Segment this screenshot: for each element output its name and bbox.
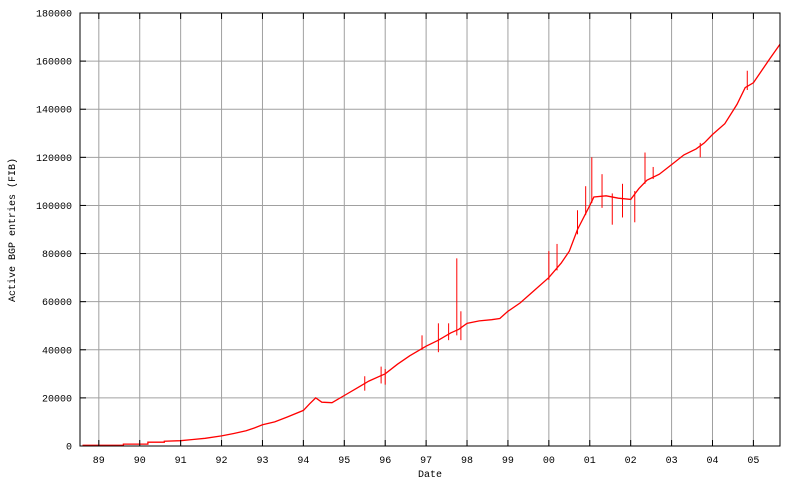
y-tick-label: 20000 [42, 394, 72, 405]
y-tick-label: 160000 [36, 58, 72, 69]
y-tick-label: 120000 [36, 154, 72, 165]
grid [80, 13, 780, 446]
x-tick-label: 90 [134, 456, 146, 467]
x-tick-label: 91 [175, 456, 187, 467]
y-tick-label: 140000 [36, 106, 72, 117]
y-tick-label: 180000 [36, 10, 72, 21]
x-axis-label: Date [418, 470, 442, 480]
ticks: 0 20000 40000 60000 80000 100000 120000 140000 1… [36, 10, 780, 467]
x-tick-label: 98 [461, 456, 473, 467]
x-tick-label: 94 [297, 456, 309, 467]
x-tick-label: 96 [379, 456, 391, 467]
y-tick-label: 80000 [42, 250, 72, 261]
x-tick-label: 00 [543, 456, 555, 467]
y-tick-label: 60000 [42, 298, 72, 309]
series-line [82, 43, 781, 446]
x-tick-label: 97 [420, 456, 432, 467]
x-tick-label: 95 [338, 456, 350, 467]
x-tick-label: 04 [706, 456, 718, 467]
x-tick-label: 01 [584, 456, 596, 467]
plot-frame [79, 12, 781, 447]
x-tick-label: 93 [256, 456, 268, 467]
x-tick-label: 99 [502, 456, 514, 467]
x-tick-label: 03 [666, 456, 678, 467]
y-tick-label: 0 [66, 443, 72, 454]
x-tick-label: 05 [747, 456, 759, 467]
x-tick-label: 02 [625, 456, 637, 467]
x-tick-label: 92 [216, 456, 228, 467]
y-tick-label: 100000 [36, 202, 72, 213]
x-tick-label: 89 [93, 456, 105, 467]
y-axis-label: Active BGP entries (FIB) [7, 158, 19, 302]
y-tick-label: 40000 [42, 346, 72, 357]
series-layer [82, 43, 781, 446]
